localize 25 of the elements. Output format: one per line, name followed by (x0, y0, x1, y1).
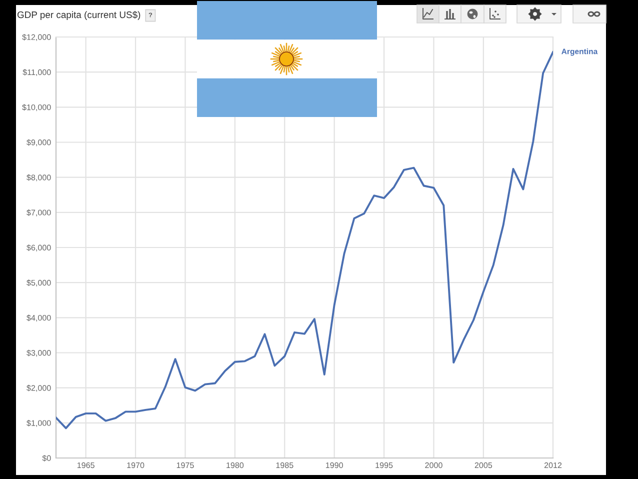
y-tick-label: $8,000 (26, 174, 51, 182)
chart-title: GDP per capita (current US$) (17, 11, 140, 20)
x-tick-label: 2012 (544, 462, 562, 468)
y-tick-label: $5,000 (26, 280, 51, 287)
x-tick-label: 1990 (326, 462, 343, 468)
y-tick-label: $9,000 (26, 139, 51, 146)
y-tick-label: $0 (42, 454, 51, 462)
y-tick-label: $4,000 (26, 314, 51, 322)
y-tick-label: $12,000 (22, 34, 51, 41)
y-tick-label: $11,000 (22, 69, 51, 76)
x-tick-label: 1980 (226, 462, 244, 468)
y-tick-label: $1,000 (26, 420, 51, 427)
x-tick-label: 1965 (77, 462, 94, 468)
x-tick-label: 1970 (127, 462, 144, 468)
x-tick-label: 1995 (376, 462, 393, 468)
x-tick-label: 1975 (176, 462, 194, 468)
y-tick-label: $3,000 (26, 350, 51, 357)
line-series (56, 51, 553, 430)
y-tick-label: $10,000 (22, 104, 51, 112)
x-tick-label: 2000 (425, 462, 442, 468)
y-tick-label: $6,000 (26, 244, 51, 252)
x-tick-label: 1985 (276, 462, 294, 468)
y-tick-label: $7,000 (26, 209, 51, 216)
y-tick-label: $2,000 (26, 384, 51, 392)
x-tick-label: 2005 (474, 462, 492, 468)
